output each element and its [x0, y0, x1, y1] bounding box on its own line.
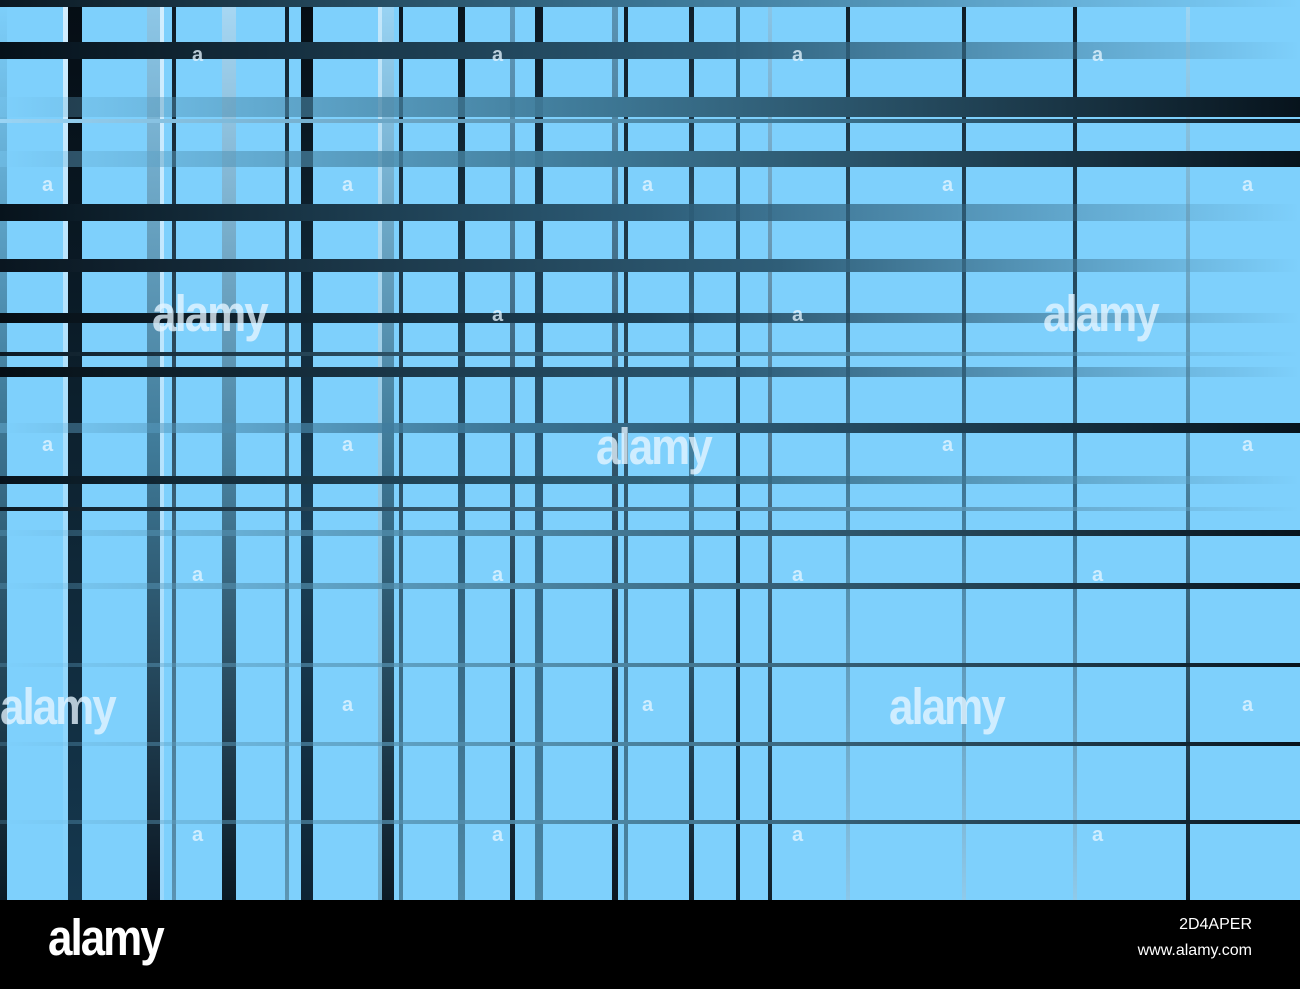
- alamy-logo: alamy: [48, 910, 165, 967]
- vertical-line: [172, 0, 176, 900]
- vertical-line: [285, 0, 289, 900]
- alamy-mark-watermark: a: [342, 694, 353, 716]
- vertical-line: [68, 0, 82, 900]
- vertical-line: [689, 0, 694, 900]
- horizontal-line: [0, 119, 1300, 123]
- alamy-mark-watermark: a: [42, 434, 53, 456]
- horizontal-line: [0, 204, 1300, 221]
- alamy-mark-watermark: a: [942, 174, 953, 196]
- alamy-mark-watermark: a: [942, 434, 953, 456]
- horizontal-line: [0, 352, 1300, 356]
- footer-bar: alamy 2D4APER www.alamy.com: [0, 900, 1300, 989]
- alamy-mark-watermark: a: [642, 694, 653, 716]
- site-url: www.alamy.com: [1137, 942, 1252, 959]
- horizontal-line: [0, 42, 1300, 59]
- vertical-line: [624, 0, 628, 900]
- horizontal-line: [0, 583, 1300, 589]
- horizontal-line: [0, 507, 1300, 511]
- vertical-line: [160, 0, 164, 900]
- vertical-line: [458, 0, 465, 900]
- alamy-watermark: alamy: [0, 679, 117, 736]
- vertical-line: [147, 0, 160, 900]
- horizontal-line: [0, 742, 1300, 746]
- vertical-line: [768, 0, 772, 900]
- image-id-block: 2D4APER www.alamy.com: [1138, 912, 1252, 964]
- alamy-mark-watermark: a: [792, 824, 803, 846]
- alamy-watermark: alamy: [889, 679, 1006, 736]
- horizontal-line: [0, 313, 1300, 323]
- vertical-line: [382, 0, 394, 900]
- alamy-mark-watermark: a: [642, 174, 653, 196]
- alamy-mark-watermark: a: [1242, 174, 1253, 196]
- alamy-mark-watermark: a: [1092, 824, 1103, 846]
- alamy-mark-watermark: a: [192, 824, 203, 846]
- vertical-line: [301, 0, 313, 900]
- alamy-mark-watermark: a: [342, 174, 353, 196]
- horizontal-line: [0, 367, 1300, 377]
- horizontal-line: [0, 530, 1300, 536]
- horizontal-line: [0, 820, 1300, 824]
- vertical-line: [612, 0, 618, 900]
- vertical-line: [63, 0, 68, 900]
- vertical-line: [1186, 0, 1190, 900]
- plaid-line-pattern: alamy alamy alamy alamy alamy a a a a a …: [0, 0, 1300, 900]
- alamy-mark-watermark: a: [492, 824, 503, 846]
- vertical-line: [378, 0, 382, 900]
- vertical-line: [962, 0, 966, 900]
- alamy-mark-watermark: a: [1242, 694, 1253, 716]
- vertical-line: [399, 0, 403, 900]
- horizontal-line: [0, 151, 1300, 167]
- alamy-mark-watermark: a: [342, 434, 353, 456]
- vertical-line: [1073, 0, 1077, 900]
- vertical-line: [222, 0, 236, 900]
- vertical-line: [535, 0, 543, 900]
- vertical-line: [510, 0, 515, 900]
- alamy-mark-watermark: a: [42, 174, 53, 196]
- horizontal-line: [0, 423, 1300, 433]
- alamy-mark-watermark: a: [1242, 434, 1253, 456]
- horizontal-line: [0, 259, 1300, 272]
- horizontal-line: [0, 97, 1300, 117]
- vertical-line: [846, 0, 850, 900]
- horizontal-line: [0, 0, 1300, 7]
- horizontal-line: [0, 663, 1300, 667]
- horizontal-line: [0, 476, 1300, 484]
- vertical-line: [0, 0, 7, 900]
- image-id: 2D4APER: [1179, 916, 1252, 933]
- vertical-line: [736, 0, 740, 900]
